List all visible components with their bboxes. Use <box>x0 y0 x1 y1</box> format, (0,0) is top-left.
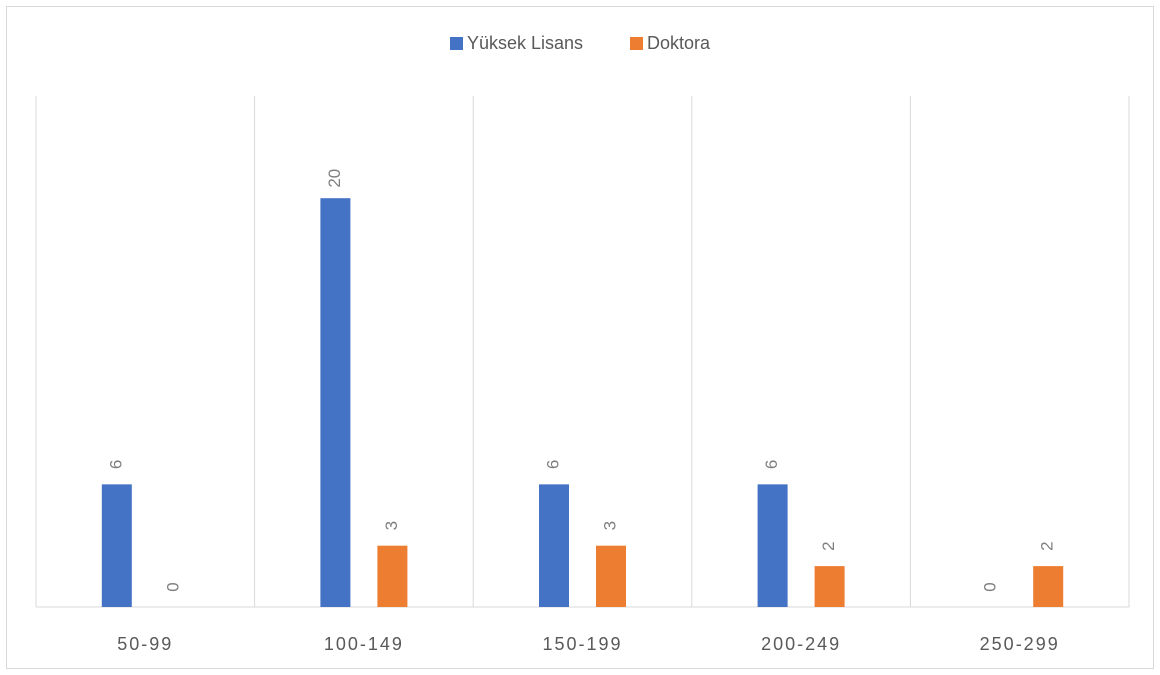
x-tick-label: 100-149 <box>324 634 404 654</box>
data-label: 2 <box>1038 541 1057 550</box>
data-label: 6 <box>543 460 562 469</box>
bar <box>1033 566 1064 607</box>
bar <box>596 545 626 607</box>
chart-border <box>6 6 1154 669</box>
bar <box>539 484 569 607</box>
data-label: 20 <box>325 169 344 188</box>
legend-swatch <box>450 37 463 50</box>
bar <box>101 484 132 607</box>
x-tick-label: 200-249 <box>761 634 841 654</box>
x-tick-label: 50-99 <box>117 634 173 654</box>
data-label: 3 <box>600 521 619 530</box>
bar <box>757 484 788 607</box>
x-tick-label: 150-199 <box>542 634 622 654</box>
bar <box>320 198 351 607</box>
data-label: 6 <box>762 460 781 469</box>
bar <box>377 545 408 607</box>
data-label: 3 <box>382 521 401 530</box>
data-label: 2 <box>819 541 838 550</box>
data-label: 0 <box>163 582 182 591</box>
data-label: 6 <box>106 460 125 469</box>
x-tick-label: 250-299 <box>980 634 1060 654</box>
bar <box>814 566 845 607</box>
data-label: 0 <box>981 582 1000 591</box>
legend-swatch <box>630 37 643 50</box>
legend-label: Yüksek Lisans <box>467 33 583 53</box>
legend-label: Doktora <box>647 33 711 53</box>
